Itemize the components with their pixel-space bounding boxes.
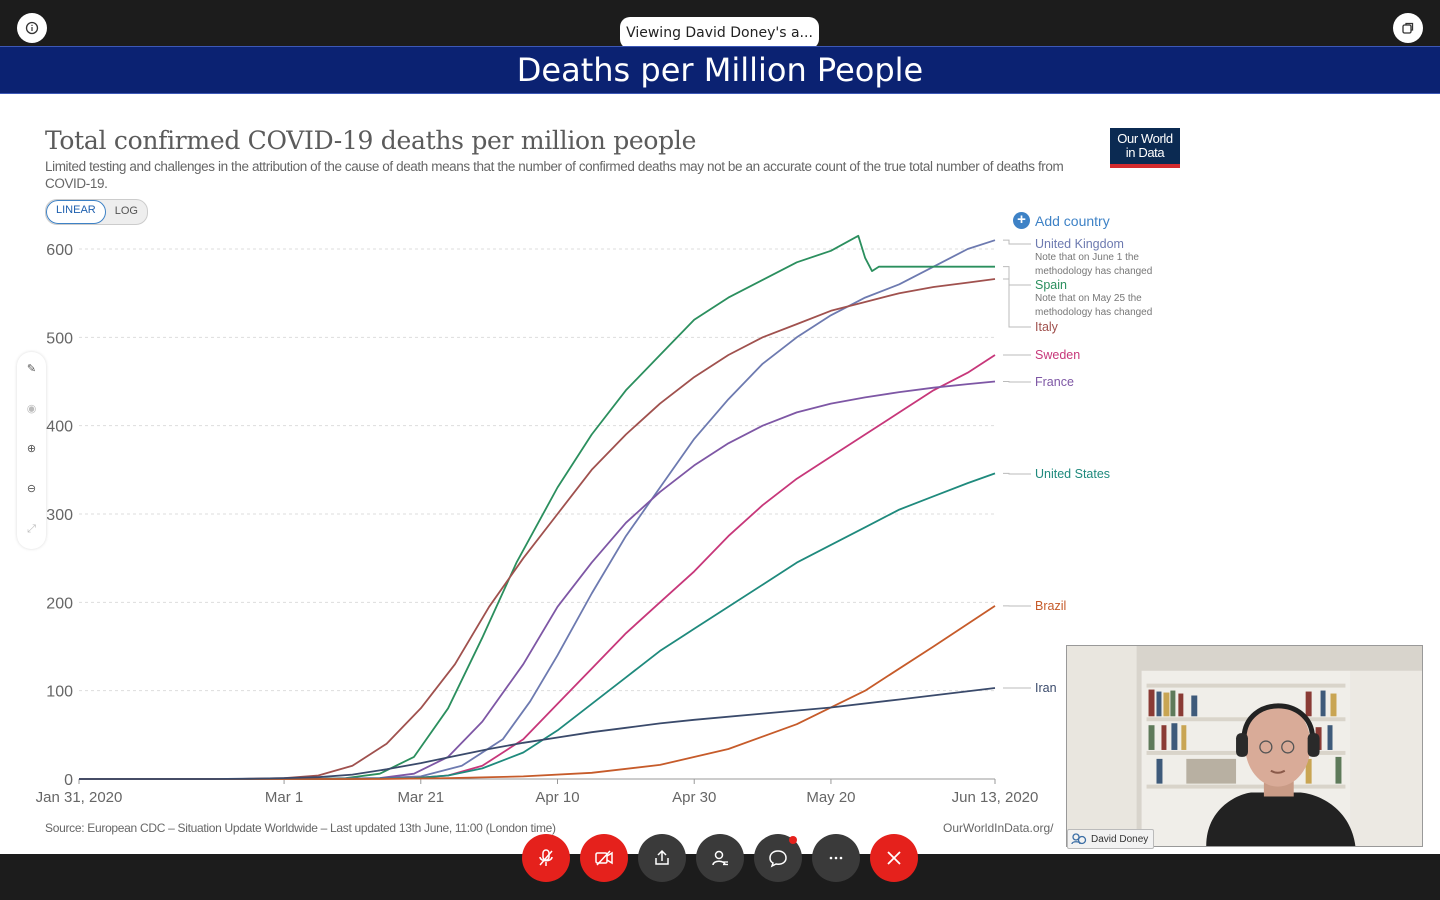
owid-logo: Our World in Data bbox=[1110, 128, 1180, 168]
leave-meeting-button[interactable] bbox=[870, 834, 918, 882]
share-icon bbox=[655, 849, 669, 865]
x-tick-label: May 20 bbox=[806, 789, 855, 806]
legend-label-united-kingdom[interactable]: United Kingdom bbox=[1035, 237, 1124, 251]
legend-note-uk-2: methodology has changed bbox=[1035, 266, 1153, 277]
plus-icon: + bbox=[1013, 212, 1030, 229]
chat-button[interactable] bbox=[754, 834, 802, 882]
zoom-in-icon[interactable]: ⊕ bbox=[26, 443, 37, 455]
series-line-united-kingdom bbox=[79, 239, 996, 780]
info-icon bbox=[25, 21, 39, 35]
legend-label-italy[interactable]: Italy bbox=[1035, 320, 1058, 334]
laser-pointer-icon[interactable]: ◉ bbox=[26, 403, 37, 415]
popout-icon bbox=[1402, 22, 1414, 34]
y-tick-label: 300 bbox=[46, 507, 73, 524]
legend-label-united-states[interactable]: United States bbox=[1035, 467, 1111, 481]
add-country-button[interactable]: + Add country bbox=[1013, 212, 1110, 229]
series-line-united-states bbox=[79, 472, 996, 780]
legend-label-brazil[interactable]: Brazil bbox=[1035, 599, 1067, 613]
legend-connector-united-states bbox=[1003, 472, 1031, 475]
participant-name-tag: David Doney bbox=[1067, 829, 1155, 849]
slide-banner-title: Deaths per Million People bbox=[0, 46, 1440, 94]
x-tick-label: Mar 21 bbox=[397, 789, 444, 806]
legend-label-sweden[interactable]: Sweden bbox=[1035, 348, 1081, 362]
x-tick-label: Jan 31, 2020 bbox=[36, 789, 123, 806]
microphone-muted-icon bbox=[539, 849, 553, 866]
y-tick-label: 200 bbox=[46, 595, 73, 612]
participants-button[interactable] bbox=[696, 834, 744, 882]
legend-label-spain[interactable]: Spain bbox=[1035, 278, 1067, 292]
stop-video-button[interactable] bbox=[580, 834, 628, 882]
series-line-iran bbox=[79, 687, 996, 780]
series-line-france bbox=[79, 380, 996, 780]
y-tick-label: 600 bbox=[46, 242, 73, 259]
participants-icon bbox=[712, 850, 728, 866]
legend-connector-spain bbox=[1003, 266, 1031, 286]
mute-button[interactable] bbox=[522, 834, 570, 882]
video-off-icon bbox=[595, 850, 613, 866]
legend-label-france[interactable]: France bbox=[1035, 375, 1074, 389]
x-tick-label: Mar 1 bbox=[265, 789, 303, 806]
series-line-brazil bbox=[79, 605, 996, 780]
legend-note-spain-2: methodology has changed bbox=[1035, 307, 1153, 318]
x-tick-label: Apr 10 bbox=[535, 789, 579, 806]
scale-toggle: LINEAR LOG bbox=[45, 199, 148, 225]
x-tick-label: Apr 30 bbox=[672, 789, 716, 806]
fit-screen-icon[interactable]: ⤢ bbox=[27, 523, 36, 535]
participant-video-image bbox=[1067, 646, 1422, 846]
series-line-spain bbox=[79, 234, 995, 780]
annotation-tool-strip: ✎ ◉ ⊕ ⊖ ⤢ bbox=[17, 352, 46, 549]
pen-icon[interactable]: ✎ bbox=[26, 363, 37, 375]
legend-note-spain-1: Note that on May 25 the bbox=[1035, 293, 1142, 304]
zoom-out-icon[interactable]: ⊖ bbox=[26, 483, 37, 495]
series-line-italy bbox=[79, 278, 996, 780]
legend-label-iran[interactable]: Iran bbox=[1035, 681, 1057, 695]
participant-avatar-icon bbox=[1071, 833, 1087, 845]
y-tick-label: 0 bbox=[64, 772, 73, 789]
share-button[interactable] bbox=[638, 834, 686, 882]
chart-title: Total confirmed COVID-19 deaths per mill… bbox=[45, 126, 697, 155]
add-country-label: Add country bbox=[1035, 212, 1110, 229]
owid-logo-line1: Our World bbox=[1117, 131, 1173, 146]
legend-connector-france bbox=[1003, 381, 1031, 383]
legend-note-uk-1: Note that on June 1 the bbox=[1035, 252, 1139, 263]
linear-scale-button[interactable]: LINEAR bbox=[46, 200, 106, 224]
chat-unread-dot bbox=[789, 836, 797, 844]
y-tick-label: 400 bbox=[46, 419, 73, 436]
y-tick-label: 500 bbox=[46, 330, 73, 347]
series-line-sweden bbox=[79, 354, 996, 780]
more-icon bbox=[829, 856, 843, 860]
viewing-share-pill[interactable]: Viewing David Doney's a... bbox=[620, 17, 819, 49]
chart-source-note: Source: European CDC – Situation Update … bbox=[45, 821, 556, 835]
x-tick-label: Jun 13, 2020 bbox=[952, 789, 1039, 806]
close-icon bbox=[887, 851, 901, 865]
meeting-info-button[interactable] bbox=[17, 13, 47, 43]
legend-connector-united-kingdom bbox=[1003, 239, 1031, 245]
log-scale-button[interactable]: LOG bbox=[114, 205, 138, 217]
participant-video-tile[interactable] bbox=[1066, 645, 1423, 847]
owid-logo-line2: in Data bbox=[1125, 145, 1165, 160]
chart-site-note: OurWorldInData.org/ bbox=[943, 821, 1054, 835]
meeting-top-bar: Viewing David Doney's a... bbox=[0, 0, 1440, 49]
chat-icon bbox=[769, 850, 787, 868]
participant-name: David Doney bbox=[1091, 833, 1149, 845]
more-options-button[interactable] bbox=[812, 834, 860, 882]
chart-subtitle: Limited testing and challenges in the at… bbox=[45, 159, 1064, 191]
legend-connector-italy bbox=[1003, 278, 1031, 328]
y-tick-label: 100 bbox=[46, 684, 73, 701]
popout-button[interactable] bbox=[1393, 13, 1423, 43]
